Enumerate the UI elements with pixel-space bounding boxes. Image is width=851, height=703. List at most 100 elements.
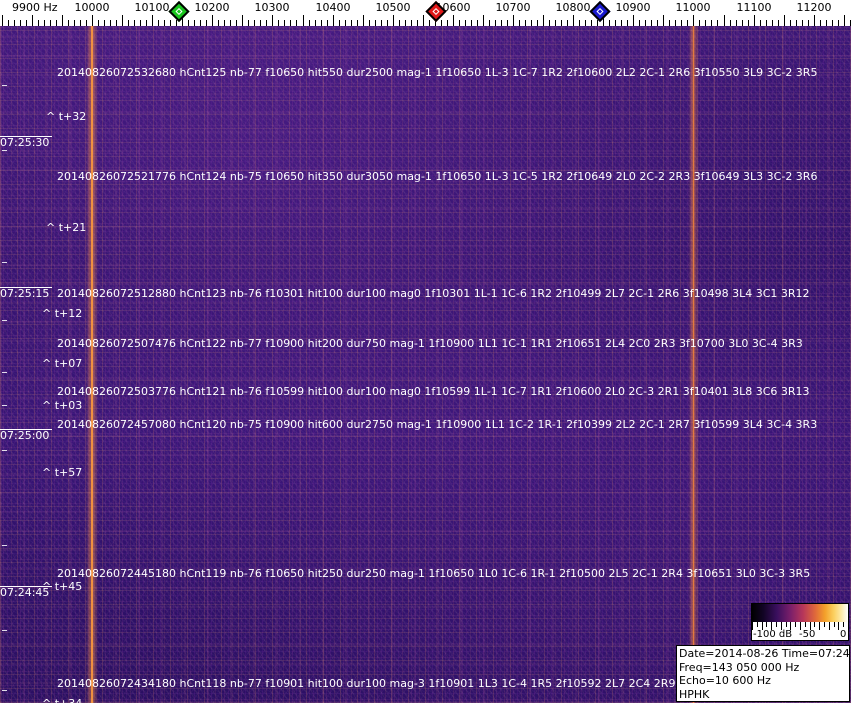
ruler-tick bbox=[832, 20, 833, 26]
colorbar-tick bbox=[795, 622, 796, 627]
ruler-tick bbox=[717, 20, 718, 26]
ruler-tick bbox=[681, 20, 682, 26]
edge-tick bbox=[2, 372, 7, 373]
noise-texture-overlay bbox=[0, 26, 851, 703]
ruler-tick bbox=[754, 15, 755, 26]
colorbar-tick bbox=[834, 622, 835, 627]
ruler-tick bbox=[597, 20, 598, 26]
ruler-tick bbox=[555, 20, 556, 26]
detection-text: 20140826072445180 hCnt119 nb-76 f10650 h… bbox=[57, 567, 811, 580]
ruler-tick bbox=[182, 15, 183, 26]
edge-tick bbox=[2, 85, 7, 86]
ruler-tick bbox=[92, 15, 93, 26]
time-offset-marker: ^ t+57 bbox=[42, 466, 83, 479]
ruler-label: 10300 bbox=[254, 1, 290, 14]
ruler-tick bbox=[284, 20, 285, 26]
ruler-tick bbox=[748, 20, 749, 26]
ruler-tick bbox=[194, 20, 195, 26]
ruler-tick bbox=[333, 15, 334, 26]
ruler-tick bbox=[266, 20, 267, 26]
ruler-tick bbox=[303, 15, 304, 26]
ruler-tick bbox=[351, 20, 352, 26]
ruler-tick bbox=[772, 20, 773, 26]
ruler-tick bbox=[537, 20, 538, 26]
time-offset-marker: ^ t+32 bbox=[46, 110, 87, 123]
colorbar-tick bbox=[786, 622, 787, 627]
edge-tick bbox=[2, 320, 7, 321]
colorbar-labels: -100 dB -50 0 bbox=[752, 629, 848, 641]
ruler-tick bbox=[14, 20, 15, 26]
frequency-ruler[interactable]: 9900 Hz 10000 10100 10200 10300 10400 10500 106… bbox=[0, 0, 851, 26]
colorbar-tick bbox=[848, 622, 849, 630]
ruler-tick bbox=[705, 20, 706, 26]
info-box: Date=2014-08-26 Time=07:24 UTC Freq=143 … bbox=[676, 645, 851, 702]
colorbar-tick bbox=[814, 622, 815, 627]
ruler-tick bbox=[519, 20, 520, 26]
ruler-label: 10700 bbox=[495, 1, 531, 14]
colorbar-tick bbox=[810, 622, 811, 630]
ruler-tick bbox=[784, 15, 785, 26]
ruler-tick bbox=[321, 20, 322, 26]
detection-text: 20140826072521776 hCnt124 nb-75 f10650 h… bbox=[57, 170, 818, 183]
ruler-tick bbox=[507, 20, 508, 26]
ruler-tick bbox=[639, 20, 640, 26]
ruler-tick bbox=[236, 20, 237, 26]
ruler-tick bbox=[110, 20, 111, 26]
ruler-tick bbox=[170, 20, 171, 26]
time-label: 07:25:15 bbox=[0, 287, 52, 300]
edge-tick bbox=[2, 545, 7, 546]
ruler-tick bbox=[369, 20, 370, 26]
colorbar-gradient bbox=[752, 604, 848, 622]
info-frequency: Freq=143 050 000 Hz bbox=[679, 660, 800, 674]
ruler-tick bbox=[591, 20, 592, 26]
ruler-tick bbox=[140, 20, 141, 26]
ruler-tick bbox=[742, 20, 743, 26]
ruler-tick bbox=[627, 20, 628, 26]
ruler-tick bbox=[290, 20, 291, 26]
colorbar-tick bbox=[757, 622, 758, 627]
ruler-tick bbox=[152, 15, 153, 26]
carrier-line bbox=[90, 26, 94, 703]
time-offset-marker: ^ t+34 bbox=[42, 698, 82, 703]
ruler-tick bbox=[693, 15, 694, 26]
marker-blue-icon[interactable] bbox=[589, 0, 611, 23]
colorbar-tick bbox=[829, 622, 830, 630]
ruler-tick bbox=[724, 15, 725, 26]
ruler-tick bbox=[603, 15, 604, 26]
ruler-tick bbox=[621, 20, 622, 26]
ruler-tick bbox=[579, 20, 580, 26]
ruler-label: 11200 bbox=[796, 1, 832, 14]
ruler-tick bbox=[808, 20, 809, 26]
ruler-tick bbox=[146, 20, 147, 26]
ruler-tick bbox=[8, 20, 9, 26]
colorbar-label-mid: -50 bbox=[799, 629, 816, 640]
ruler-label: 10200 bbox=[194, 1, 230, 14]
ruler-tick bbox=[272, 15, 273, 26]
spectrogram-waterfall[interactable]: 20140826072532680 hCnt125 nb-77 f10650 h… bbox=[0, 26, 851, 703]
marker-inner bbox=[596, 7, 604, 16]
marker-green-icon[interactable] bbox=[168, 0, 190, 23]
colorbar-tick bbox=[824, 622, 825, 627]
ruler-tick bbox=[200, 20, 201, 26]
ruler-tick bbox=[778, 20, 779, 26]
ruler-tick bbox=[387, 20, 388, 26]
ruler-tick bbox=[669, 20, 670, 26]
ruler-tick bbox=[483, 15, 484, 26]
colorbar-tick bbox=[790, 622, 791, 630]
ruler-label: 9900 Hz bbox=[12, 1, 58, 14]
ruler-tick bbox=[609, 20, 610, 26]
detection-text: 20140826072457080 hCnt120 nb-75 f10900 h… bbox=[57, 418, 818, 431]
ruler-tick bbox=[423, 15, 424, 26]
ruler-tick bbox=[2, 15, 3, 26]
edge-tick bbox=[2, 405, 7, 406]
ruler-tick bbox=[675, 20, 676, 26]
ruler-label: 10800 bbox=[555, 1, 591, 14]
colorbar-ticks bbox=[752, 622, 849, 630]
ruler-tick bbox=[296, 20, 297, 26]
time-offset-marker: ^ t+45 bbox=[42, 580, 83, 593]
edge-tick bbox=[2, 690, 7, 691]
ruler-tick bbox=[417, 20, 418, 26]
ruler-tick bbox=[633, 15, 634, 26]
time-label: 07:25:00 bbox=[0, 429, 52, 442]
